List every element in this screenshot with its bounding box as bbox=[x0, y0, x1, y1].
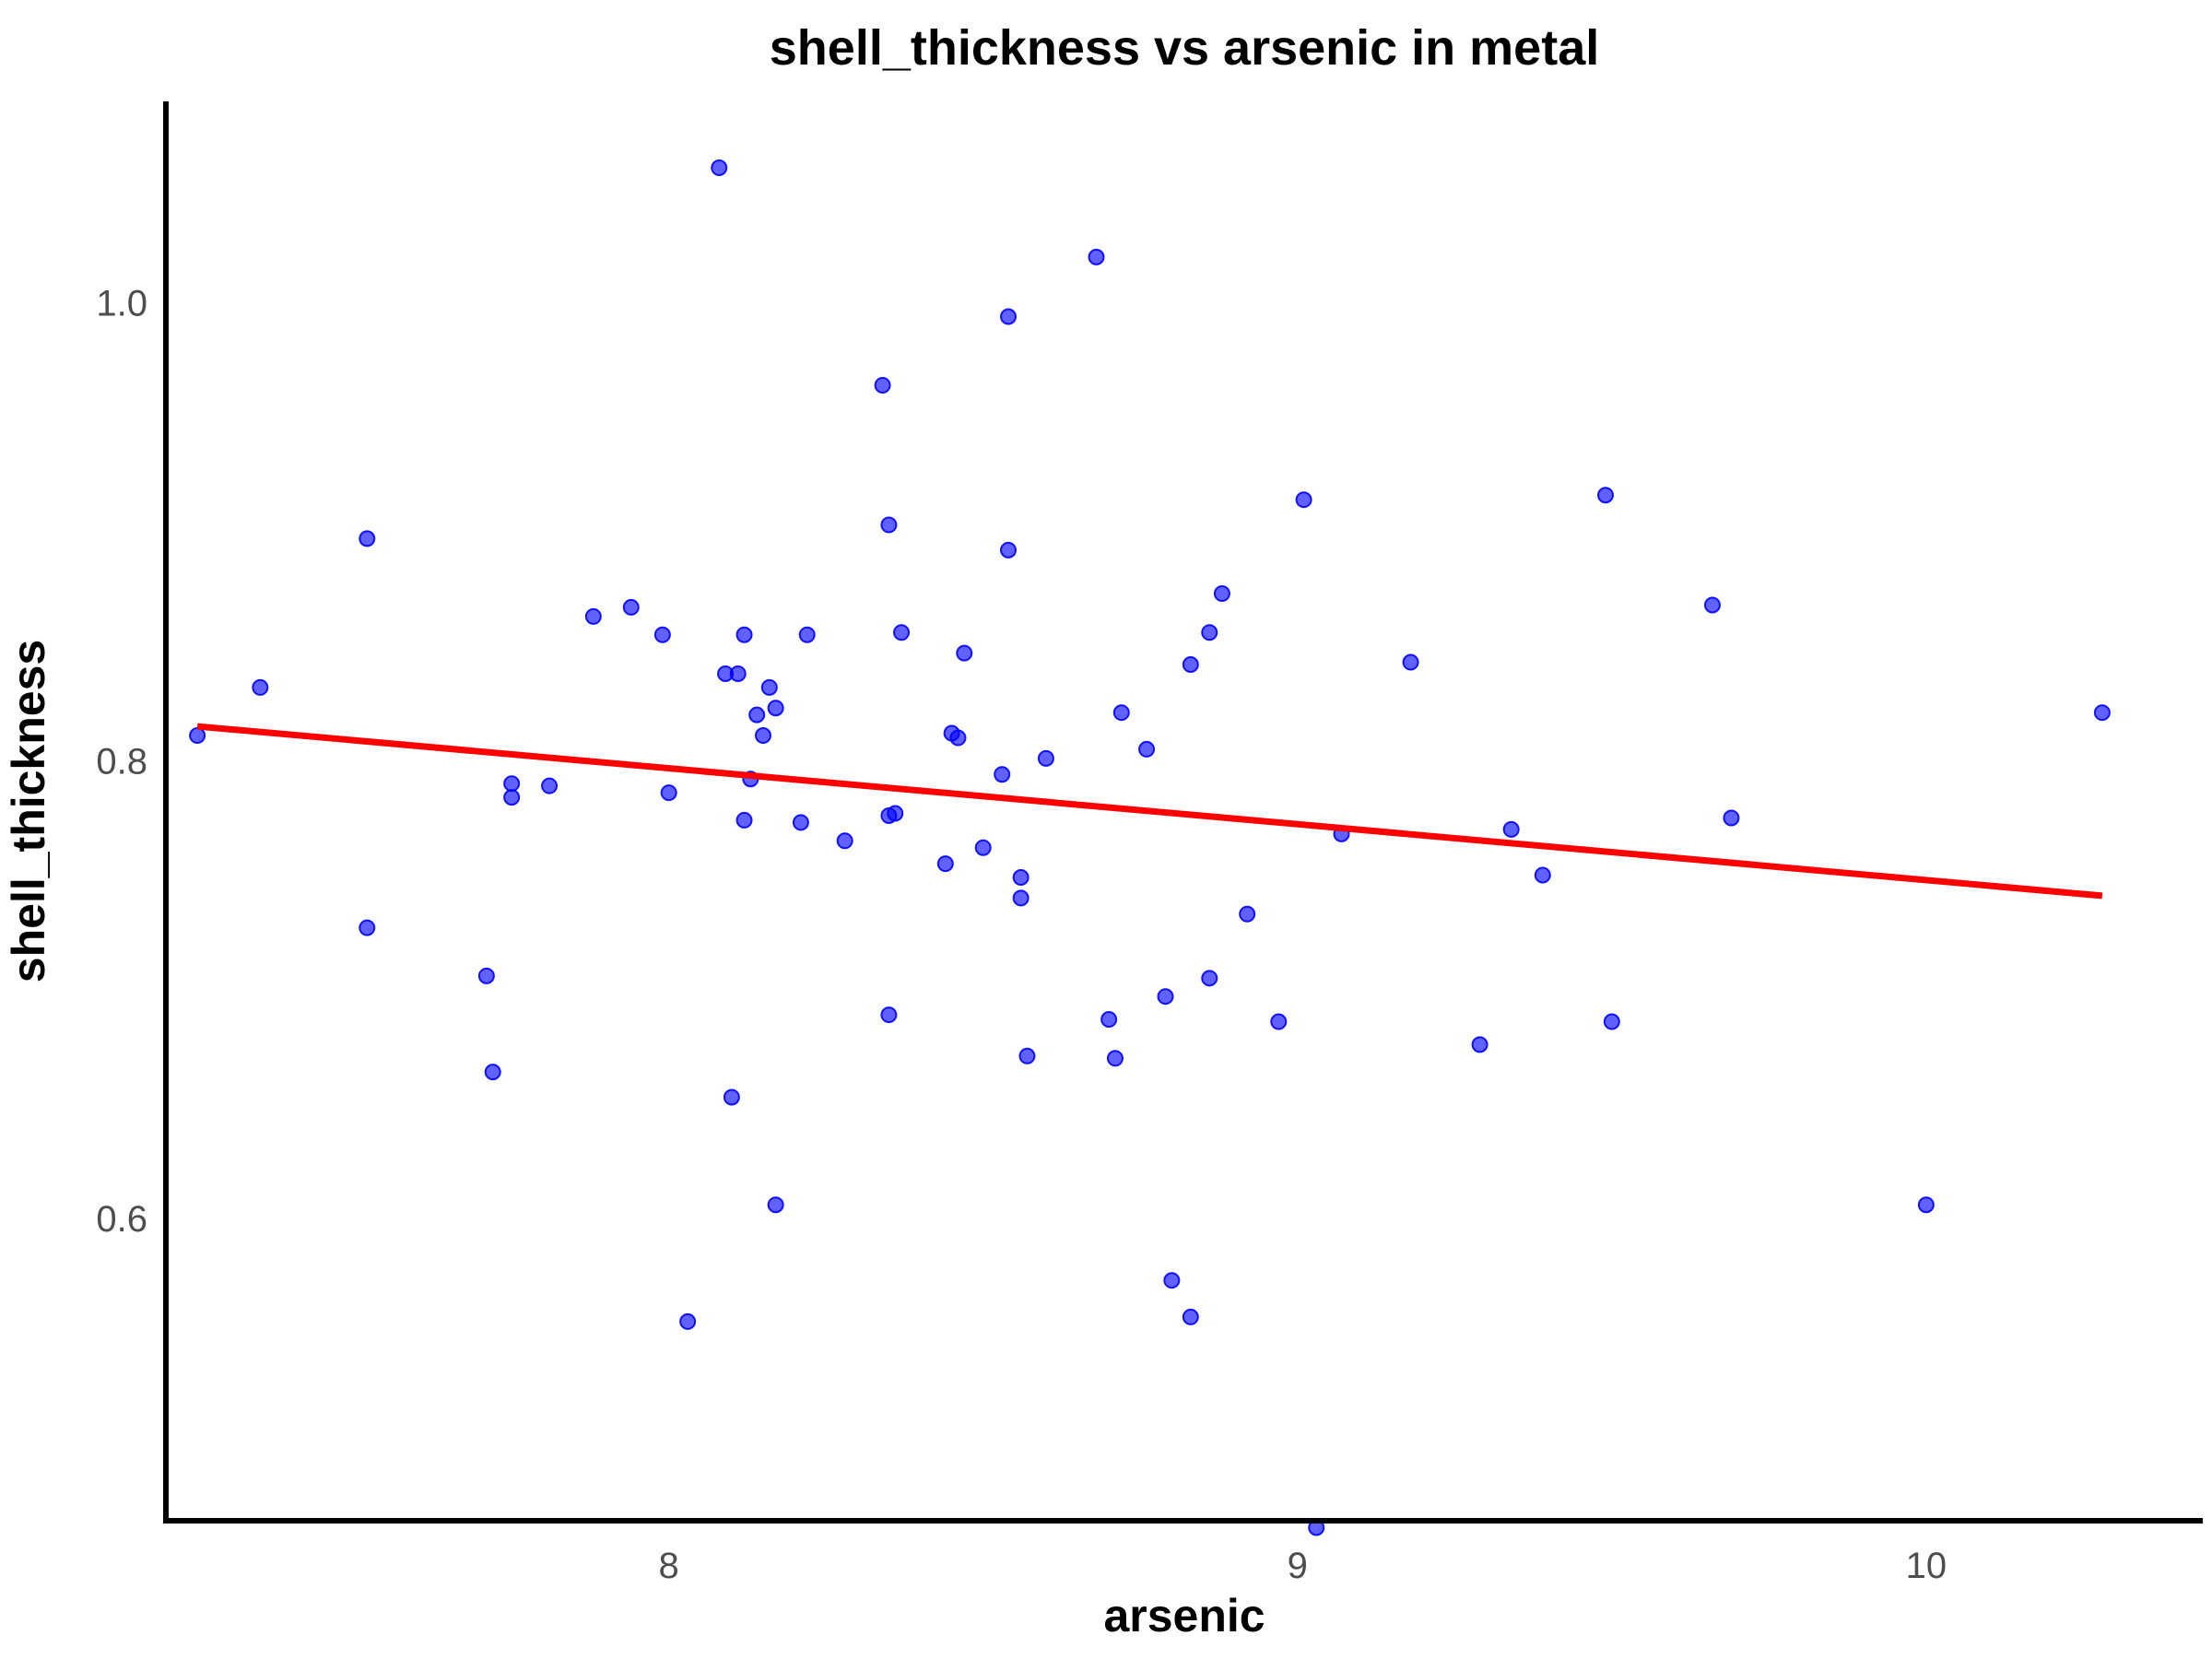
scatter-point bbox=[735, 626, 753, 643]
scatter-point bbox=[729, 665, 747, 682]
scatter-point bbox=[189, 727, 206, 745]
scatter-point bbox=[1012, 869, 1030, 887]
scatter-point bbox=[874, 377, 891, 394]
scatter-point bbox=[836, 832, 853, 850]
scatter-point bbox=[887, 805, 904, 822]
scatter-point bbox=[1163, 1272, 1181, 1289]
scatter-point bbox=[653, 626, 671, 643]
scatter-point bbox=[880, 1006, 898, 1024]
scatter-point bbox=[1138, 740, 1156, 758]
scatter-point bbox=[1603, 1013, 1620, 1030]
y-axis-ticks: 0.6 0.8 1.0 bbox=[96, 284, 147, 1241]
scatter-point bbox=[1088, 248, 1105, 265]
scatter-point bbox=[484, 1064, 501, 1081]
y-tick-label: 0.6 bbox=[96, 1199, 147, 1240]
scatter-point bbox=[1471, 1036, 1488, 1053]
chart-marks bbox=[189, 159, 2111, 1536]
scatter-point bbox=[503, 775, 521, 793]
scatter-point bbox=[936, 855, 954, 873]
y-tick-label: 1.0 bbox=[96, 284, 147, 324]
scatter-point bbox=[723, 1088, 740, 1106]
scatter-point bbox=[1000, 308, 1018, 325]
scatter-point bbox=[679, 1312, 697, 1330]
scatter-point bbox=[760, 678, 778, 696]
scatter-point bbox=[1106, 1050, 1124, 1067]
scatter-point bbox=[1402, 653, 1419, 671]
scatter-point bbox=[1270, 1013, 1288, 1030]
y-axis-title: shell_thickness bbox=[3, 640, 54, 982]
chart-title: shell_thickness vs arsenic in metal bbox=[770, 20, 1599, 76]
scatter-point bbox=[584, 607, 602, 625]
scatter-point bbox=[748, 706, 766, 724]
scatter-point bbox=[1037, 749, 1054, 767]
scatter-point bbox=[1502, 820, 1520, 838]
scatter-point bbox=[1000, 541, 1018, 559]
scatter-point bbox=[1182, 1308, 1199, 1325]
scatter-point bbox=[477, 967, 495, 984]
scatter-point bbox=[792, 814, 809, 831]
scatter-point bbox=[1213, 585, 1230, 603]
x-axis-ticks: 8 9 10 bbox=[659, 1546, 1947, 1586]
x-tick-label: 8 bbox=[659, 1546, 679, 1586]
scatter-point bbox=[1157, 988, 1174, 1006]
scatter-point bbox=[1201, 624, 1218, 641]
scatter-point bbox=[1534, 866, 1551, 884]
scatter-point bbox=[1597, 487, 1615, 504]
scatter-point bbox=[1723, 809, 1740, 827]
scatter-point bbox=[1239, 905, 1256, 923]
scatter-point bbox=[1295, 491, 1312, 509]
scatter-point bbox=[893, 624, 911, 641]
scatter-point bbox=[359, 919, 376, 936]
scatter-point bbox=[1917, 1196, 1935, 1214]
x-axis-title: arsenic bbox=[1103, 1590, 1265, 1641]
scatter-point bbox=[1201, 970, 1218, 987]
scatter-point bbox=[767, 700, 784, 717]
scatter-point bbox=[359, 530, 376, 547]
scatter-point bbox=[1112, 704, 1130, 722]
scatter-point bbox=[503, 789, 521, 806]
scatter-point bbox=[880, 516, 898, 534]
x-tick-label: 9 bbox=[1288, 1546, 1308, 1586]
y-tick-label: 0.8 bbox=[96, 741, 147, 782]
scatter-point bbox=[754, 727, 771, 745]
scatter-point bbox=[711, 159, 728, 177]
scatter-point bbox=[252, 678, 269, 696]
scatter-point bbox=[1703, 596, 1721, 614]
scatter-point bbox=[949, 729, 967, 747]
scatter-point bbox=[994, 766, 1011, 783]
x-tick-label: 10 bbox=[1906, 1546, 1947, 1586]
scatter-point bbox=[541, 777, 559, 794]
scatter-point bbox=[974, 839, 992, 856]
scatter-point bbox=[1100, 1011, 1118, 1029]
scatter-point bbox=[660, 784, 677, 802]
scatter-point bbox=[956, 644, 973, 662]
scatter-point bbox=[798, 626, 816, 643]
scatter-point bbox=[622, 598, 640, 616]
scatter-point bbox=[1018, 1047, 1036, 1065]
scatter-point bbox=[767, 1196, 784, 1214]
scatter-point bbox=[1012, 889, 1030, 907]
scatter-point bbox=[735, 811, 753, 829]
scatter-point bbox=[1182, 656, 1199, 674]
trend-line bbox=[196, 723, 2103, 900]
scatter-point bbox=[2093, 704, 2111, 722]
